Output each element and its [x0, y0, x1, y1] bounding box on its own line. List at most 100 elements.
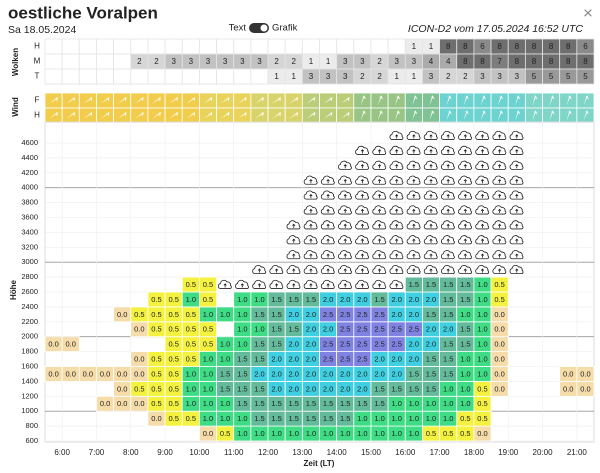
cloud-icon	[458, 220, 472, 230]
climb-value: 1.0	[237, 429, 247, 438]
climb-value: 0.5	[460, 429, 470, 438]
climb-value: 2.5	[357, 310, 367, 319]
cloud-cell	[44, 53, 63, 70]
wind-arrow	[549, 110, 555, 121]
climb-value: 1.5	[357, 399, 367, 408]
cloud-icon	[355, 145, 369, 155]
climb-value: 0.5	[494, 280, 504, 289]
cloud-value: 5	[566, 72, 571, 81]
climb-value: 2.5	[409, 325, 419, 334]
cloud-icon	[440, 205, 455, 215]
climb-value: 1.0	[323, 429, 333, 438]
close-button[interactable]: ×	[583, 3, 593, 22]
cloud-icon	[338, 220, 352, 230]
climb-value: 2.0	[306, 384, 316, 393]
wind-arrow	[66, 111, 76, 119]
wind-arrow	[83, 111, 93, 119]
wind-arrow	[117, 111, 127, 119]
climb-value: 1.0	[477, 340, 487, 349]
climb-value: 2.0	[357, 295, 367, 304]
wind-arrow	[411, 95, 418, 106]
climb-value: 1.5	[426, 384, 436, 393]
cloud-value: 8	[532, 42, 537, 51]
cloud-cell	[44, 68, 63, 85]
climb-value: 2.0	[409, 310, 419, 319]
cloud-icon	[338, 190, 352, 200]
climb-value: 0.5	[134, 384, 144, 393]
cloud-icon	[492, 175, 507, 185]
climb-value: 1.5	[443, 340, 453, 349]
climb-value: 2.0	[289, 369, 299, 378]
wind-arrow	[446, 110, 452, 121]
climb-value: 1.0	[477, 295, 487, 304]
wind-arrow	[377, 95, 384, 106]
climb-value: 1.0	[203, 399, 213, 408]
wind-arrow	[549, 95, 555, 106]
climb-value: 0.5	[220, 429, 230, 438]
wind-arrow	[169, 96, 179, 104]
cloud-icon	[440, 130, 455, 140]
climb-value: 0.5	[186, 355, 196, 364]
toggle-grafik-label[interactable]: Grafik	[272, 23, 298, 34]
climb-value: 2.0	[323, 325, 333, 334]
cloud-icon	[492, 130, 507, 140]
wind-arrow	[255, 111, 264, 119]
wind-arrow	[203, 111, 213, 119]
toggle-text-label[interactable]: Text	[229, 23, 247, 34]
x-tick-label: 12:00	[258, 448, 279, 457]
y-axis-label: Höhe	[9, 279, 18, 300]
cloud-icon	[458, 205, 472, 215]
wind-arrow	[117, 96, 127, 104]
cloud-row-label: H	[34, 42, 40, 51]
cloud-value: 2	[377, 57, 382, 66]
cloud-value: 8	[480, 57, 485, 66]
cloud-value: 2	[377, 72, 382, 81]
y-tick-label: 1400	[21, 376, 38, 385]
climb-value: 1.5	[409, 369, 419, 378]
wind-arrow	[360, 95, 366, 106]
cloud-icon	[423, 160, 438, 170]
wind-arrow	[152, 96, 161, 104]
wind-arrow	[169, 111, 179, 119]
climb-value: 2.0	[306, 310, 316, 319]
y-tick-label: 2400	[21, 302, 38, 311]
wind-label: Wind	[11, 97, 20, 117]
cloud-value: 8	[463, 57, 468, 66]
cloud-value: 2	[360, 72, 365, 81]
cloud-icon	[372, 220, 387, 230]
climb-value: 2.0	[340, 295, 350, 304]
cloud-value: 8	[566, 42, 571, 51]
cloud-icon	[355, 279, 369, 289]
wind-row-label: F	[35, 96, 40, 105]
climb-value: 0.0	[494, 355, 504, 364]
climb-value: 1.5	[254, 384, 264, 393]
climb-value: 0.5	[151, 355, 161, 364]
climb-value: 2.0	[391, 310, 401, 319]
climb-value: 1.5	[220, 369, 230, 378]
cloud-value: 3	[343, 57, 348, 66]
climb-value: 0.5	[186, 340, 196, 349]
cloud-value: 8	[515, 42, 520, 51]
climb-value: 1.5	[443, 310, 453, 319]
cloud-icon	[475, 235, 490, 245]
climb-value: 2.0	[374, 369, 384, 378]
cloud-icon	[372, 205, 387, 215]
cloud-icon	[303, 279, 318, 289]
climb-value: 2.0	[391, 369, 401, 378]
climb-value: 0.5	[168, 399, 178, 408]
cloud-value: 1	[292, 72, 297, 81]
cloud-icon	[389, 160, 404, 170]
wind-arrow	[237, 111, 247, 119]
climb-value: 1.5	[271, 325, 281, 334]
climb-value: 0.5	[168, 340, 178, 349]
cloud-value: 3	[429, 72, 434, 81]
cloud-cell	[216, 38, 235, 55]
climb-value: 0.0	[117, 399, 127, 408]
cloud-icon	[492, 160, 507, 170]
climb-value: 0.5	[151, 399, 161, 408]
climb-value: 0.0	[134, 355, 144, 364]
climb-value: 2.0	[426, 340, 436, 349]
wind-arrow	[83, 96, 93, 104]
cloud-cell	[353, 38, 372, 55]
wind-arrow	[514, 95, 521, 106]
